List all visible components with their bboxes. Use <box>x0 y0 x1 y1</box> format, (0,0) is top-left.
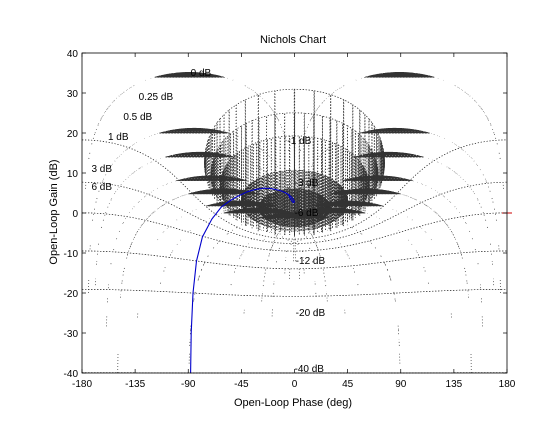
grid-mag-contour <box>82 289 507 296</box>
x-tick-label: -135 <box>125 379 145 390</box>
y-axis-label: Open-Loop Gain (dB) <box>48 159 60 264</box>
y-tick-label: -20 <box>64 289 79 300</box>
grid-label: -1 dB <box>287 136 311 147</box>
y-tick-label: 10 <box>67 169 79 180</box>
grid-label: 3 dB <box>91 164 112 175</box>
x-tick-label: 180 <box>499 379 516 390</box>
grid-label: -6 dB <box>295 208 319 219</box>
x-tick-label: -90 <box>181 379 196 390</box>
grid-label: 0.25 dB <box>139 92 174 103</box>
grid-label: 0 dB <box>191 68 212 79</box>
grid-label: 0.5 dB <box>123 112 152 123</box>
y-tick-label: 30 <box>67 89 79 100</box>
chart-title: Nichols Chart <box>260 34 326 46</box>
y-tick-label: -40 <box>64 369 79 380</box>
x-tick-label: 45 <box>342 379 354 390</box>
grid-label: -12 dB <box>296 256 326 267</box>
grid-label: 1 dB <box>108 132 129 143</box>
x-tick-label: -180 <box>72 379 92 390</box>
y-tick-label: -10 <box>64 249 79 260</box>
grid-label: -3 dB <box>295 178 319 189</box>
y-tick-label: 40 <box>67 49 79 60</box>
grid-mag-contour <box>82 251 507 269</box>
y-tick-label: 0 <box>72 209 78 220</box>
x-tick-label: 90 <box>395 379 407 390</box>
x-tick-label: 135 <box>446 379 463 390</box>
y-tick-label: 20 <box>67 129 79 140</box>
x-tick-label: 0 <box>292 379 298 390</box>
grid-mag-contour <box>83 289 508 296</box>
x-axis-label: Open-Loop Phase (deg) <box>234 397 352 409</box>
y-tick-label: -30 <box>64 329 79 340</box>
grid-phase-contour <box>231 208 429 285</box>
x-tick-label: -45 <box>234 379 249 390</box>
grid-label: 6 dB <box>91 182 112 193</box>
grid-label: -20 dB <box>296 308 326 319</box>
